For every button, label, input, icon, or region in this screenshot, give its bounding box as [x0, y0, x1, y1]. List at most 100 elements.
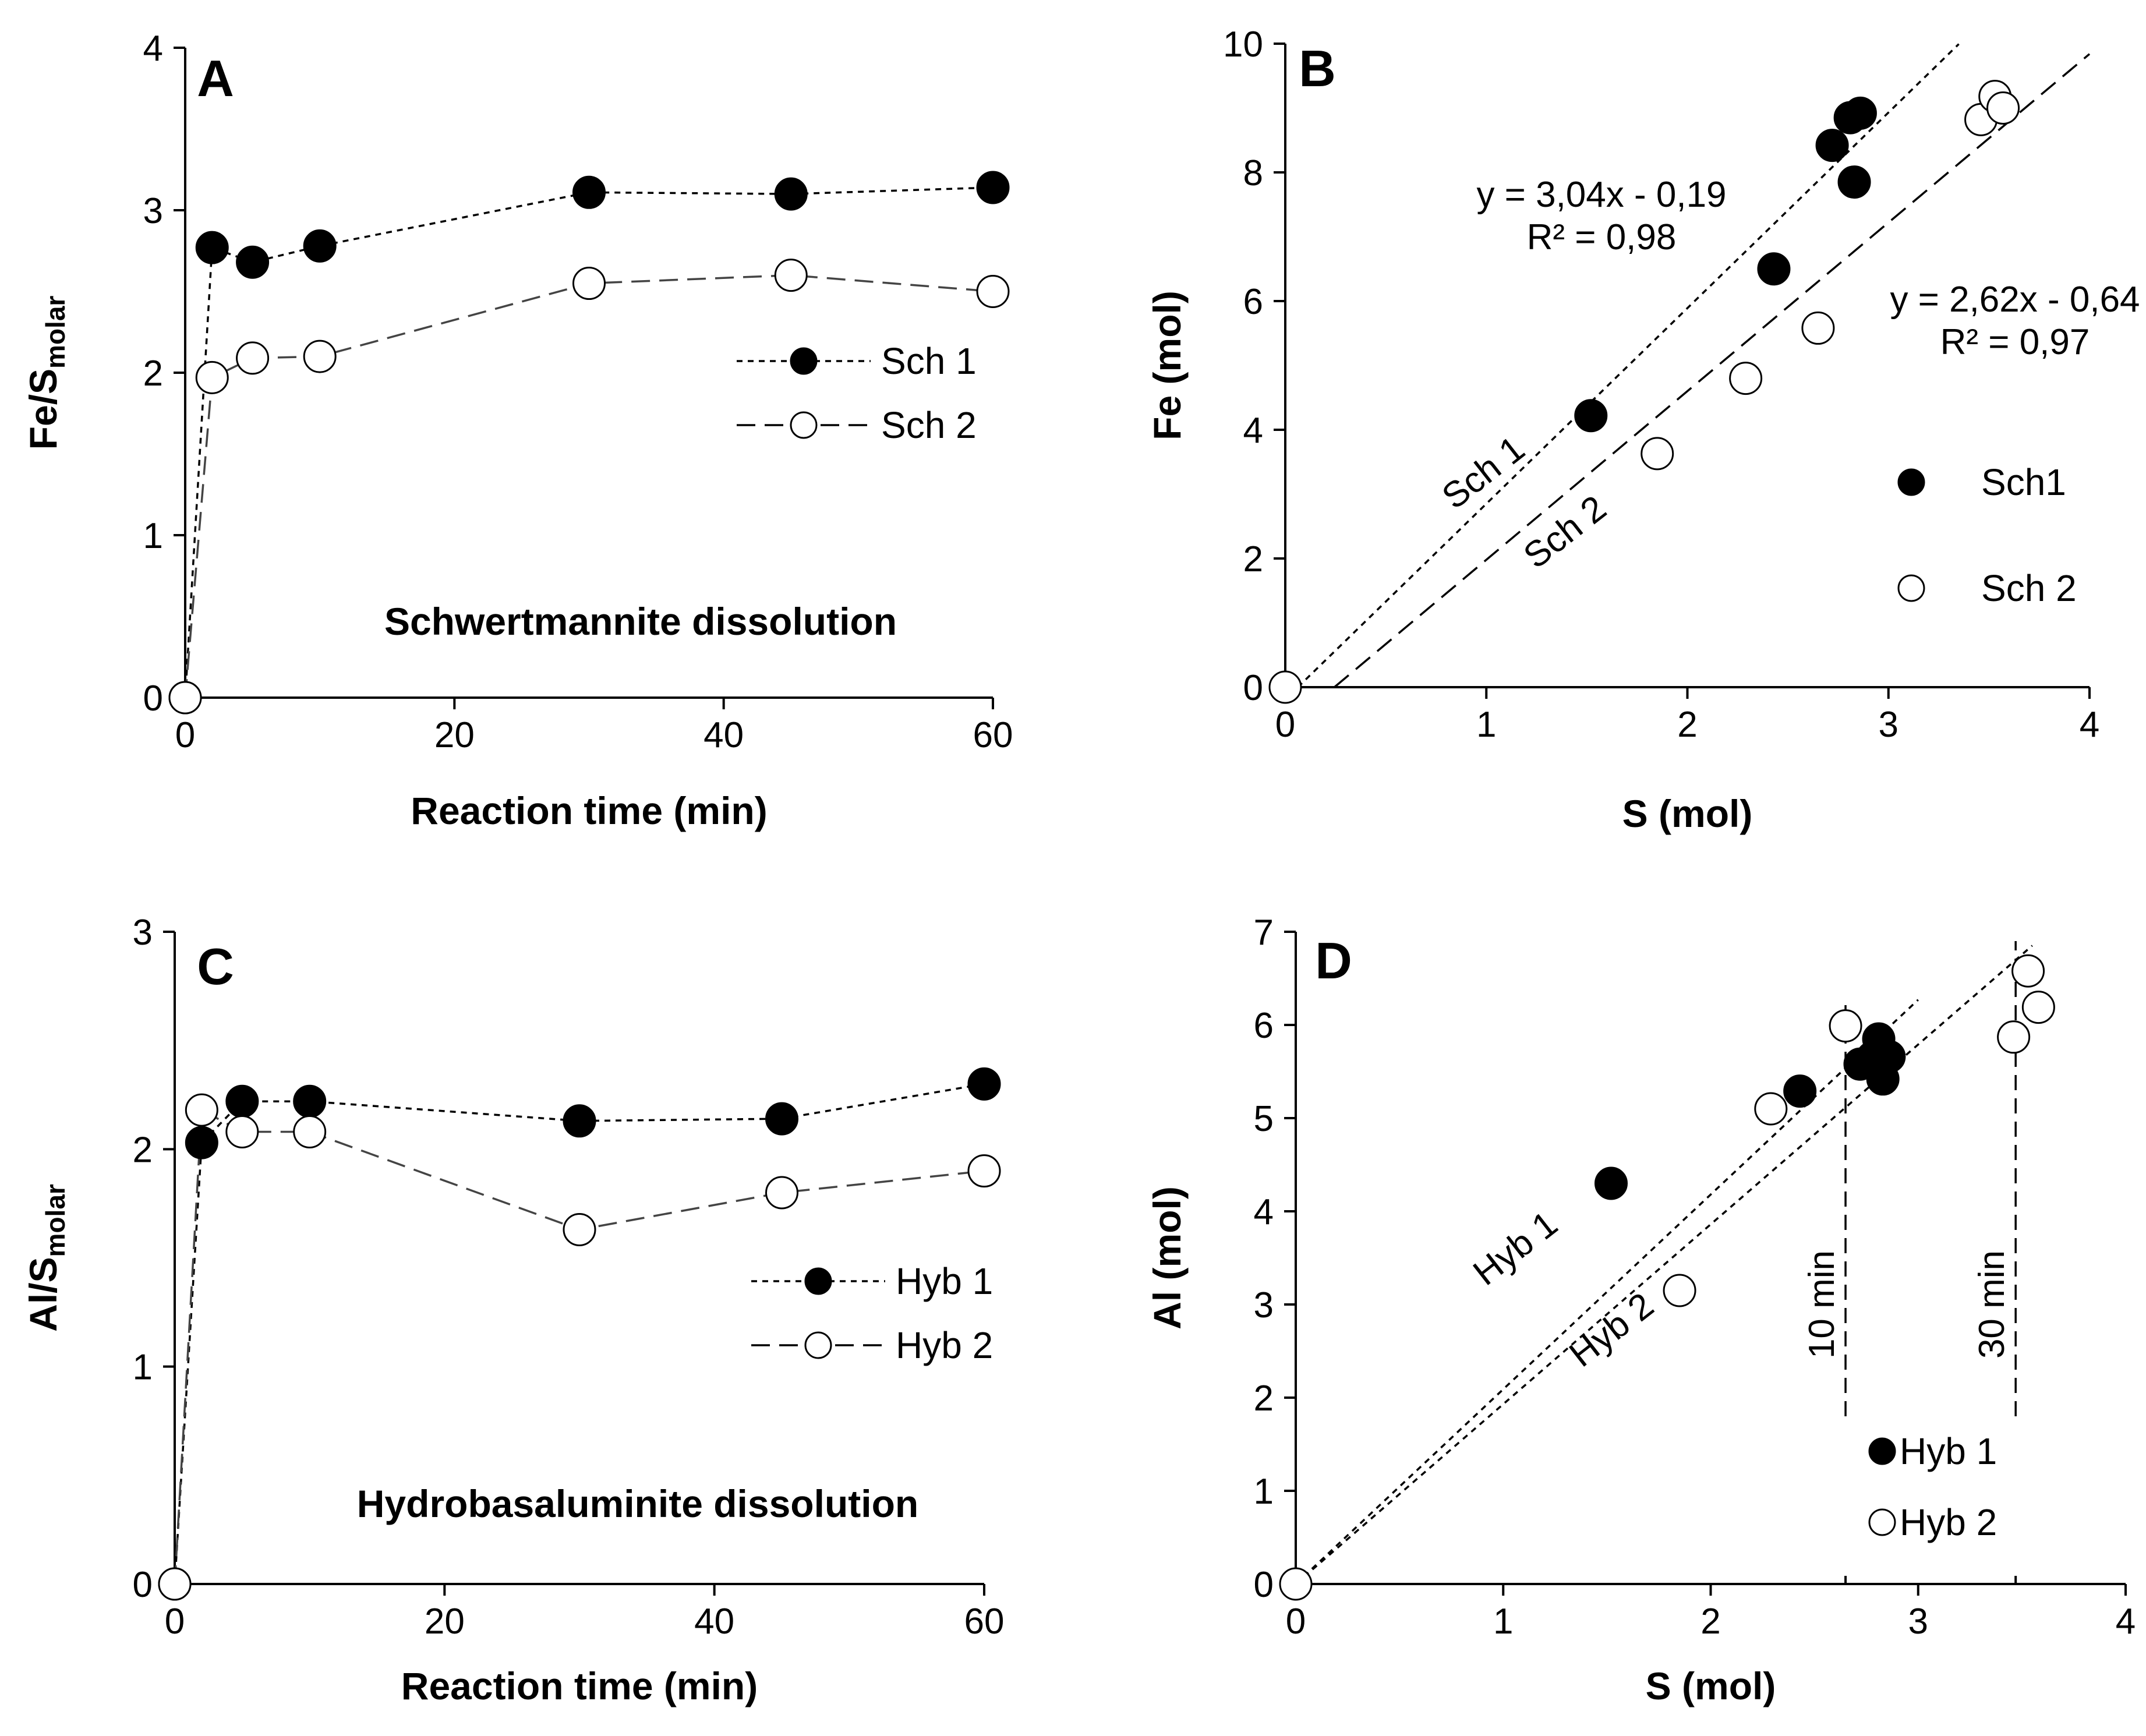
panel-d-chart: 0 1 2 3 4 5 6 7 0 1 2 3 4 S (mol) Al (mol) D 10 min 30 mi…: [1146, 913, 2136, 1707]
data-point-1: [293, 1115, 327, 1148]
data-point-1: [158, 1567, 192, 1601]
data-point-1: [1641, 437, 1674, 471]
data-point-1: [2011, 954, 2045, 988]
data-point-1: [976, 275, 1010, 308]
x-tick-label: 60: [964, 1601, 1005, 1642]
y-tick-label: 4: [1254, 1192, 1274, 1232]
data-point-0: [1757, 252, 1791, 286]
x-tick-label: 40: [703, 715, 744, 755]
data-point-0: [1837, 165, 1871, 199]
x-tick-label: 3: [1908, 1601, 1928, 1642]
legend-label-1: Hyb 2: [1900, 1501, 1997, 1543]
y-tick-label: 2: [143, 353, 163, 394]
x-tick-label: 4: [2116, 1601, 2136, 1642]
y-tick-label: 0: [1254, 1565, 1274, 1605]
panel-caption: Schwertmannite dissolution: [384, 600, 897, 643]
x-axis-title: S (mol): [1646, 1664, 1776, 1707]
data-point-0: [1866, 1062, 1900, 1096]
y-tick-label: 6: [1243, 282, 1263, 322]
legend-label-0: Hyb 1: [1900, 1430, 1997, 1472]
panel-c-chart: 0 1 2 3 0 20 40 60 Reaction time (min) Al/Smolar C…: [22, 913, 1004, 1707]
fit-equation-sch1: y = 3,04x - 0,19: [1476, 175, 1726, 215]
data-point-0: [293, 1084, 327, 1118]
data-point-1: [236, 341, 270, 375]
y-tick-label: 6: [1254, 1006, 1274, 1046]
data-point-1: [185, 1093, 218, 1127]
data-point-0: [1815, 129, 1849, 162]
data-point-0: [1843, 96, 1877, 130]
x-tick-label: 0: [175, 715, 195, 755]
x-axis-title: Reaction time (min): [411, 789, 767, 832]
y-tick-label: 3: [133, 913, 153, 953]
time-marker-label-0: 10 min: [1802, 1250, 1842, 1359]
y-tick-label: 1: [133, 1348, 153, 1388]
fit-line-0: [1297, 43, 1960, 688]
data-point-1: [1663, 1274, 1696, 1307]
fit-line-1: [1334, 53, 2091, 688]
y-tick-label: 3: [143, 191, 163, 231]
legend-marker-1: [1897, 574, 1925, 602]
data-point-0: [967, 1067, 1001, 1101]
legend-marker-0: [790, 347, 818, 375]
legend-label-1: Hyb 2: [896, 1324, 993, 1366]
panel-caption: Hydrobasaluminite dissolution: [357, 1482, 918, 1525]
data-point-1: [2021, 991, 2055, 1024]
legend-label-1: Sch 2: [881, 404, 977, 446]
y-tick-label: 2: [1243, 539, 1263, 579]
panel-letter: C: [197, 938, 234, 995]
y-axis-title-main: Fe/S: [22, 369, 65, 450]
y-axis-title: Al (mol): [1146, 1186, 1189, 1330]
data-point-0: [1783, 1074, 1817, 1108]
x-tick-label: 20: [425, 1601, 465, 1642]
data-point-0: [225, 1084, 259, 1118]
data-point-1: [1279, 1567, 1313, 1601]
x-tick-label: 60: [973, 715, 1013, 755]
data-point-1: [225, 1115, 259, 1148]
y-axis-title-subscript: molar: [40, 296, 70, 369]
y-tick-label: 7: [1254, 913, 1274, 953]
panel-letter: D: [1315, 932, 1352, 989]
data-point-1: [195, 360, 229, 394]
time-marker-label-1: 30 min: [1972, 1250, 2012, 1359]
legend-marker-1: [790, 411, 818, 439]
data-point-1: [1729, 362, 1763, 395]
data-point-0: [976, 171, 1010, 204]
legend-marker-0: [1868, 1437, 1896, 1465]
fit-r2-sch2: R² = 0,97: [1940, 322, 2090, 362]
data-point-1: [572, 267, 606, 300]
data-point-1: [303, 340, 337, 373]
data-point-1: [563, 1212, 596, 1246]
data-point-1: [1829, 1009, 1862, 1043]
legend-label-0: Hyb 1: [896, 1260, 993, 1302]
data-point-0: [1595, 1166, 1628, 1200]
data-point-0: [765, 1102, 798, 1136]
fit-line-label-sch2: Sch 2: [1516, 488, 1614, 577]
data-point-0: [195, 231, 229, 264]
data-point-1: [967, 1154, 1001, 1188]
y-tick-label: 4: [143, 29, 163, 69]
data-point-0: [303, 229, 337, 263]
data-point-1: [1801, 311, 1835, 345]
y-tick-label: 1: [143, 516, 163, 556]
data-point-0: [563, 1104, 596, 1138]
data-point-0: [236, 245, 270, 279]
y-axis-title: Fe/Smolar: [22, 296, 70, 450]
data-point-1: [1986, 91, 2020, 125]
x-tick-label: 20: [434, 715, 475, 755]
y-tick-label: 0: [133, 1565, 153, 1605]
fit-line-1: [1295, 945, 2033, 1585]
x-tick-label: 2: [1677, 705, 1697, 745]
panel-letter: A: [197, 50, 234, 107]
y-tick-label: 10: [1223, 24, 1263, 65]
legend-marker-1: [804, 1331, 832, 1359]
data-point-0: [572, 175, 606, 209]
x-tick-label: 4: [2080, 705, 2099, 745]
legend-label-1: Sch 2: [1981, 567, 2077, 609]
legend-marker-0: [1897, 468, 1925, 496]
fit-line-label-hyb1: Hyb 1: [1466, 1204, 1565, 1293]
x-tick-label: 1: [1476, 705, 1496, 745]
legend-marker-1: [1868, 1508, 1896, 1536]
y-tick-label: 2: [133, 1130, 153, 1170]
